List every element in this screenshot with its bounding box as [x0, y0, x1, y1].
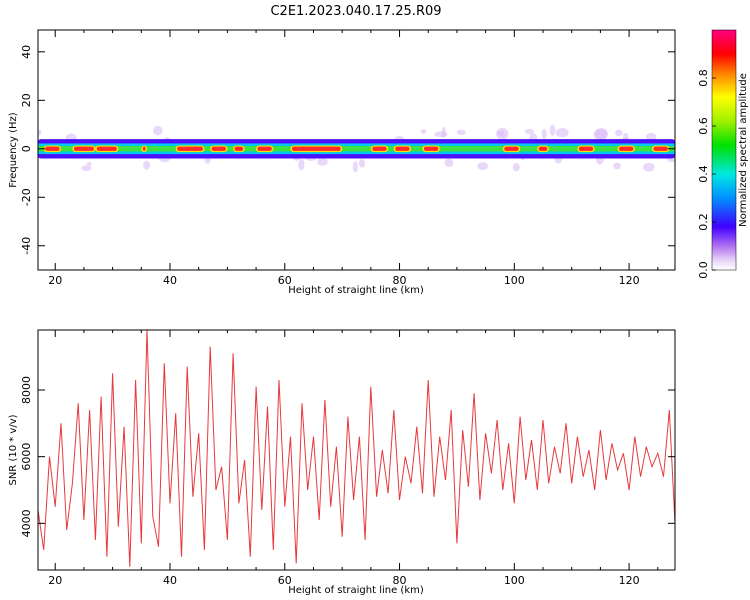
spectrogram-halo-patch — [317, 157, 328, 166]
spectrogram-peak-red — [653, 146, 668, 151]
spectrogram-halo-patch — [38, 129, 42, 136]
spectrogram-halo-patch — [541, 128, 547, 140]
colorbar: 0.0 0.2 0.4 0.6 0.8 Normalized spectral ampl… — [697, 29, 749, 279]
spectrogram-band-inner — [38, 146, 675, 152]
snr-y-tick-label: 8000 — [20, 376, 33, 404]
spectrogram-halo-patch — [477, 162, 489, 170]
spectrogram-halo-patch — [512, 163, 520, 172]
spectrogram-y-tick-label: -40 — [20, 237, 33, 255]
snr-y-tick-label: 4000 — [20, 509, 33, 537]
spectrogram-y-tick-label: 40 — [20, 45, 33, 59]
snr-line — [38, 330, 675, 567]
spectrogram-peak-red — [423, 146, 439, 151]
spectrogram-heatmap — [38, 124, 675, 173]
spectrogram-halo-patch — [524, 128, 534, 135]
spectrogram-halo-patch — [555, 127, 569, 138]
snr-y-ticks: 4000 6000 8000 — [20, 376, 675, 537]
colorbar-label: Normalized spectral amplitude — [738, 73, 749, 227]
spectrogram-halo-patch — [81, 165, 92, 172]
snr-series — [38, 330, 675, 567]
spectrogram-peak-red — [177, 146, 203, 151]
snr-x-tick-label: 120 — [619, 574, 640, 587]
colorbar-tick-label: 0.0 — [697, 261, 710, 279]
spectrogram-peak-red — [96, 146, 117, 151]
spectrogram-peak-red — [395, 146, 410, 151]
spectrogram-halo-patch — [613, 162, 621, 170]
snr-x-tick-label: 100 — [504, 574, 525, 587]
snr-frame — [37, 329, 676, 571]
spectrogram-halo-patch — [593, 128, 608, 141]
snr-x-ticks: 20 40 60 80 100 120 — [48, 330, 659, 587]
spectrogram-halo-patch — [456, 129, 466, 135]
spectrogram-peak-red — [578, 146, 594, 151]
spectrogram-halo-patch — [153, 125, 163, 136]
spectrogram-halo-patch — [549, 124, 556, 137]
spectrogram-x-tick-label: 80 — [393, 274, 407, 287]
spectrogram-x-tick-label: 120 — [619, 274, 640, 287]
snr-x-label: Height of straight line (km) — [288, 585, 424, 596]
snr-x-tick-label: 40 — [163, 574, 177, 587]
spectrogram-peak-red — [211, 146, 226, 151]
colorbar-tick-label: 0.6 — [697, 117, 710, 135]
spectrogram-panel: 20 40 60 80 100 120 -40 -20 0 20 40 Height of str… — [8, 29, 676, 296]
snr-panel: 20 40 60 80 100 120 4000 6000 8000 Height of st… — [8, 329, 676, 596]
spectrogram-peak-red — [73, 146, 94, 151]
spectrogram-peak-red — [292, 146, 341, 151]
figure-title: C2E1.2023.040.17.25.R09 — [270, 4, 441, 19]
spectrogram-x-tick-label: 40 — [163, 274, 177, 287]
spectrogram-peak-red — [372, 146, 387, 151]
spectrogram-peak-red — [619, 146, 634, 151]
spectrogram-halo-patch — [298, 158, 305, 171]
spectrogram-y-tick-label: 20 — [20, 93, 33, 107]
spectrogram-y-tick-label: 0 — [20, 145, 33, 152]
spectrogram-x-tick-label: 20 — [48, 274, 62, 287]
colorbar-gradient — [711, 29, 737, 271]
spectrogram-x-ticks: 20 40 60 80 100 120 — [48, 30, 659, 287]
colorbar-tick-label: 0.4 — [697, 165, 710, 183]
spectrogram-peak-red — [504, 146, 519, 151]
spectrogram-peak-red — [257, 146, 272, 151]
spectrogram-halo-patch — [352, 161, 358, 173]
spectrogram-halo-patch — [444, 158, 454, 168]
spectrogram-y-label: Frequency (Hz) — [8, 112, 19, 188]
spectrogram-halo-patch — [359, 159, 366, 168]
snr-y-label: SNR (10 * v/v) — [8, 414, 19, 485]
snr-x-tick-label: 60 — [278, 574, 292, 587]
snr-x-tick-label: 20 — [48, 574, 62, 587]
spectrogram-halo-patch — [420, 128, 427, 135]
spectrogram-y-ticks: -40 -20 0 20 40 — [20, 45, 675, 255]
spectrogram-x-tick-label: 60 — [278, 274, 292, 287]
spectrogram-peak-red — [234, 146, 244, 151]
colorbar-tick-label: 0.8 — [697, 69, 710, 87]
spectrogram-frame — [37, 29, 676, 271]
spectrogram-x-tick-label: 100 — [504, 274, 525, 287]
snr-y-tick-label: 6000 — [20, 443, 33, 471]
spectrogram-halo-patch — [143, 160, 150, 170]
spectrogram-halo-patch — [434, 131, 448, 138]
spectrogram-peak-red — [45, 146, 60, 151]
spectrogram-peak-red — [142, 146, 146, 151]
spectrogram-halo-patch — [643, 162, 655, 172]
colorbar-ticks: 0.0 0.2 0.4 0.6 0.8 — [697, 69, 716, 279]
colorbar-tick-label: 0.2 — [697, 213, 710, 231]
spectrogram-halo-patch — [496, 127, 509, 140]
spectrogram-halo-patch — [86, 161, 92, 167]
spectrogram-peak-red — [538, 146, 548, 151]
spectrogram-y-tick-label: -20 — [20, 188, 33, 206]
snr-x-tick-label: 80 — [393, 574, 407, 587]
spectrogram-halo-patch — [615, 129, 623, 137]
spectrogram-x-label: Height of straight line (km) — [288, 285, 424, 296]
